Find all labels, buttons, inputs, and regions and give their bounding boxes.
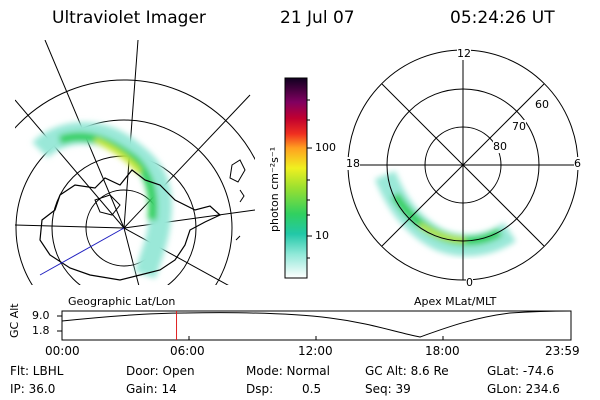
gc-alt-status: GC Alt: 8.6 Re <box>365 364 449 378</box>
filter-status: Flt: LBHL <box>10 364 64 378</box>
instrument-title: Ultraviolet Imager <box>52 8 206 28</box>
glon-status: GLon: 234.6 <box>487 382 560 396</box>
dsp-value: 0.5 <box>302 382 322 396</box>
date-label: 21 Jul 07 <box>280 8 355 28</box>
lat-label-60: 60 <box>535 98 549 111</box>
ip-status: IP: 36.0 <box>10 382 56 396</box>
geographic-map <box>15 40 255 285</box>
mlt-label-18: 18 <box>346 157 360 170</box>
y-tick-9: 9.0 <box>32 309 50 322</box>
mlt-label-0: 0 <box>466 276 473 289</box>
colorbar-unit-label: photon cm⁻²s⁻¹ <box>268 146 281 232</box>
x-tick-0000: 00:00 <box>45 344 80 358</box>
apex-caption: Apex MLat/MLT <box>414 295 497 308</box>
x-tick-1800: 18:00 <box>425 344 460 358</box>
apex-polar-plot <box>347 49 579 281</box>
door-status: Door: Open <box>126 364 195 378</box>
lat-label-80: 80 <box>493 140 507 153</box>
x-tick-1200: 12:00 <box>298 344 333 358</box>
mlt-label-6: 6 <box>574 157 581 170</box>
x-tick-2359: 23:59 <box>545 344 580 358</box>
colorbar-tick-100: 100 <box>315 141 336 154</box>
glat-status: GLat: -74.6 <box>487 364 554 378</box>
dsp-label: Dsp: <box>246 382 274 396</box>
timeline-plot <box>57 310 572 341</box>
mlt-label-12: 12 <box>457 47 471 60</box>
lat-label-70: 70 <box>512 120 526 133</box>
gain-status: Gain: 14 <box>126 382 177 396</box>
y-tick-1-8: 1.8 <box>32 324 50 337</box>
gc-alt-axis-label: GC Alt <box>8 303 21 338</box>
time-label: 05:24:26 UT <box>450 8 555 28</box>
colorbar-tick-10: 10 <box>315 229 329 242</box>
x-tick-0600: 06:00 <box>170 344 205 358</box>
mode-status: Mode: Normal <box>246 364 330 378</box>
colorbar <box>284 77 308 279</box>
seq-status: Seq: 39 <box>365 382 411 396</box>
geographic-caption: Geographic Lat/Lon <box>68 295 176 308</box>
